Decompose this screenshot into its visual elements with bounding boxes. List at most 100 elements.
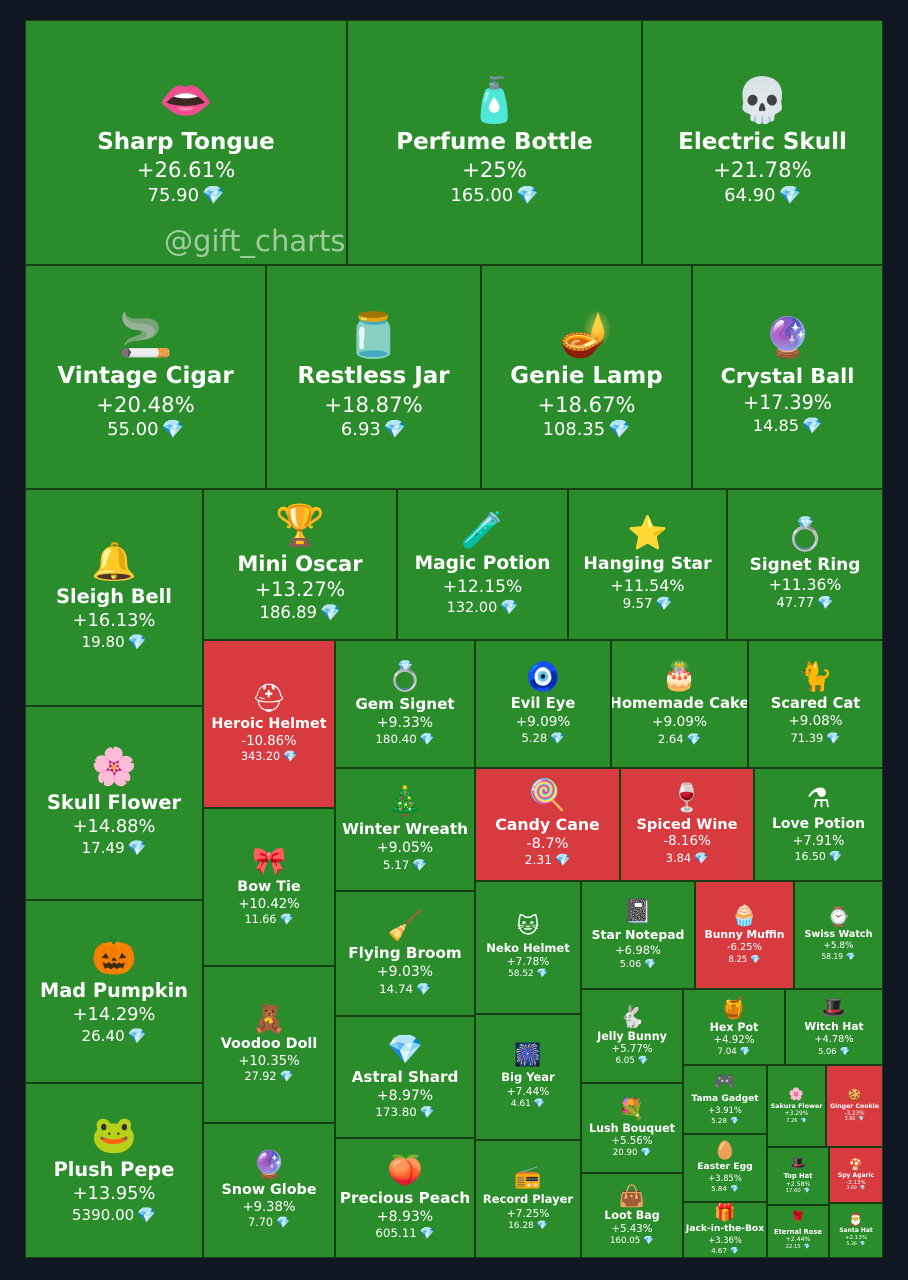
tile-witch-hat[interactable]: 🎩 Witch Hat +4.78% 5.06 💎 <box>785 989 883 1065</box>
tile-mad-pumpkin[interactable]: 🎃 Mad Pumpkin +14.29% 26.40 💎 <box>25 900 203 1083</box>
tile-spiced-wine[interactable]: 🍷 Spiced Wine -8.16% 3.84 💎 <box>620 768 754 881</box>
diamond-icon: 💎 <box>536 1220 548 1231</box>
tile-hex-pot[interactable]: 🍯 Hex Pot +4.92% 7.04 💎 <box>683 989 785 1065</box>
santa-hat-icon: 🎅 <box>848 1212 864 1227</box>
price-value: 20.90 <box>612 1148 638 1159</box>
tile-eternal-rose[interactable]: 🌹 Eternal Rose +2.44% 22.15 💎 <box>767 1205 829 1258</box>
tile-evil-eye[interactable]: 🧿 Evil Eye +9.09% 5.28 💎 <box>475 640 611 768</box>
tile-record-player[interactable]: 📻 Record Player +7.25% 16.28 💎 <box>475 1140 581 1258</box>
tile-change: -6.25% <box>727 942 762 954</box>
price-value: 2.31 <box>524 853 553 868</box>
diamond-icon: 💎 <box>500 599 519 616</box>
tile-change: +10.35% <box>238 1054 300 1070</box>
tile-vintage-cigar[interactable]: 🚬 Vintage Cigar +20.48% 55.00 💎 <box>25 265 266 489</box>
tile-genie-lamp[interactable]: 🪔 Genie Lamp +18.67% 108.35 💎 <box>481 265 692 489</box>
price-value: 5.17 <box>382 857 410 872</box>
egg-icon: 🥚 <box>714 1140 736 1161</box>
tile-bunny-muffin[interactable]: 🧁 Bunny Muffin -6.25% 8.25 💎 <box>695 881 794 989</box>
tile-jack-in-the-box[interactable]: 🎁 Jack-in-the-Box +3.36% 4.67 💎 <box>683 1202 767 1258</box>
tile-heroic-helmet[interactable]: ⛑ Heroic Helmet -10.86% 343.20 💎 <box>203 640 335 808</box>
tile-bow-tie[interactable]: 🎀 Bow Tie +10.42% 11.66 💎 <box>203 808 335 966</box>
tile-magic-potion[interactable]: 🧪 Magic Potion +12.15% 132.00 💎 <box>397 489 568 640</box>
pumpkin-icon: 🎃 <box>91 933 137 977</box>
tile-name: Winter Wreath <box>342 820 468 839</box>
tile-change: -8.16% <box>663 834 711 850</box>
tile-sleigh-bell[interactable]: 🔔 Sleigh Bell +16.13% 19.80 💎 <box>25 489 203 706</box>
tile-plush-pepe[interactable]: 🐸 Plush Pepe +13.95% 5390.00 💎 <box>25 1083 203 1258</box>
neko-helmet-icon: 🐱 <box>516 913 540 939</box>
tile-tama-gadget[interactable]: 🎮 Tama Gadget +3.91% 5.28 💎 <box>683 1065 767 1134</box>
tile-signet-ring[interactable]: 💍 Signet Ring +11.36% 47.77 💎 <box>727 489 883 640</box>
tile-snow-globe[interactable]: 🔮 Snow Globe +9.38% 7.70 💎 <box>203 1123 335 1258</box>
tile-electric-skull[interactable]: 💀 Electric Skull +21.78% 64.90 💎 <box>642 20 883 265</box>
diamond-icon: 💎 <box>640 1148 652 1159</box>
gem-ring-icon: 💍 <box>387 658 423 693</box>
tile-name: Record Player <box>482 1192 574 1207</box>
tile-price: 132.00 💎 <box>447 599 519 616</box>
tile-change: +7.25% <box>506 1207 550 1220</box>
tile-easter-egg[interactable]: 🥚 Easter Egg +3.85% 5.84 💎 <box>683 1134 767 1202</box>
flower-icon: 🌸 <box>91 745 137 789</box>
tile-change: +3.29% <box>784 1110 809 1117</box>
tile-star-notepad[interactable]: 📓 Star Notepad +6.98% 5.06 💎 <box>581 881 695 989</box>
tile-lush-bouquet[interactable]: 💐 Lush Bouquet +5.56% 20.90 💎 <box>581 1083 683 1173</box>
tile-sakura-flower[interactable]: 🌸 Sakura Flower +3.29% 7.26 💎 <box>767 1065 826 1147</box>
tile-name: Heroic Helmet <box>211 715 327 732</box>
tile-top-hat[interactable]: 🎩 Top Hat +2.58% 17.60 💎 <box>767 1147 829 1205</box>
tile-swiss-watch[interactable]: ⌚ Swiss Watch +5.8% 58.19 💎 <box>794 881 883 989</box>
diamond-icon: 💎 <box>127 838 147 857</box>
tile-santa-hat[interactable]: 🎅 Santa Hat +2.13% 5.36 💎 <box>829 1203 883 1258</box>
tile-loot-bag[interactable]: 👜 Loot Bag +5.43% 160.05 💎 <box>581 1173 683 1258</box>
price-value: 5390.00 <box>71 1206 135 1225</box>
tile-astral-shard[interactable]: 💎 Astral Shard +8.97% 173.80 💎 <box>335 1016 475 1138</box>
tile-ginger-cookie[interactable]: 🍪 Ginger Cookie -3.23% 3.60 💎 <box>826 1065 883 1147</box>
tile-candy-cane[interactable]: 🍭 Candy Cane -8.7% 2.31 💎 <box>475 768 620 881</box>
tile-voodoo-doll[interactable]: 🧸 Voodoo Doll +10.35% 27.92 💎 <box>203 966 335 1123</box>
cake-icon: 🎂 <box>661 659 698 693</box>
tile-homemade-cake[interactable]: 🎂 Homemade Cake +9.09% 2.64 💎 <box>611 640 748 768</box>
tile-change: -10.86% <box>241 733 297 749</box>
tile-name: Flying Broom <box>348 944 462 963</box>
tile-big-year[interactable]: 🎆 Big Year +7.44% 4.61 💎 <box>475 1014 581 1140</box>
tile-change: +8.97% <box>376 1087 434 1104</box>
tile-name: Sharp Tongue <box>97 128 275 155</box>
price-value: 22.15 <box>785 1243 801 1250</box>
tile-restless-jar[interactable]: 🫙 Restless Jar +18.87% 6.93 💎 <box>266 265 481 489</box>
tile-change: +25% <box>462 157 527 183</box>
tile-scared-cat[interactable]: 🐈 Scared Cat +9.08% 71.39 💎 <box>748 640 883 768</box>
tile-price: 165.00 💎 <box>450 185 538 206</box>
tile-jelly-bunny[interactable]: 🐇 Jelly Bunny +5.77% 6.05 💎 <box>581 989 683 1083</box>
tile-price: 3.60 💎 <box>846 1186 865 1191</box>
tile-precious-peach[interactable]: 🍑 Precious Peach +8.93% 605.11 💎 <box>335 1138 475 1258</box>
mushroom-icon: 🍄 <box>848 1156 864 1171</box>
tile-love-potion[interactable]: ⚗ Love Potion +7.91% 16.50 💎 <box>754 768 883 881</box>
price-value: 5.06 <box>818 1046 837 1057</box>
tile-crystal-ball[interactable]: 🔮 Crystal Ball +17.39% 14.85 💎 <box>692 265 883 489</box>
tile-change: +9.38% <box>242 1200 296 1216</box>
tile-gem-signet[interactable]: 💍 Gem Signet +9.33% 180.40 💎 <box>335 640 475 768</box>
tile-price: 186.89 💎 <box>260 603 341 623</box>
tile-price: 4.67 💎 <box>711 1246 739 1255</box>
cat-icon: 🐈 <box>798 660 833 694</box>
price-value: 11.66 <box>244 912 277 926</box>
star-icon: ⭐ <box>627 513 668 552</box>
price-value: 7.26 <box>786 1117 798 1124</box>
tile-price: 160.05 💎 <box>610 1236 654 1246</box>
tile-change: -2.13% <box>846 1179 866 1186</box>
tile-flying-broom[interactable]: 🧹 Flying Broom +9.03% 14.74 💎 <box>335 891 475 1016</box>
diamond-icon: 💎 <box>637 1056 649 1067</box>
tile-winter-wreath[interactable]: 🎄 Winter Wreath +9.05% 5.17 💎 <box>335 768 475 891</box>
tile-mini-oscar[interactable]: 🏆 Mini Oscar +13.27% 186.89 💎 <box>203 489 397 640</box>
tile-neko-helmet[interactable]: 🐱 Neko Helmet +7.78% 58.52 💎 <box>475 881 581 1014</box>
tile-name: Big Year <box>501 1070 555 1085</box>
candy-icon: 🍭 <box>528 777 567 813</box>
tile-sharp-tongue[interactable]: 👄 Sharp Tongue +26.61% 75.90 💎 <box>25 20 347 265</box>
tile-name: Genie Lamp <box>510 363 663 390</box>
tile-change: +26.61% <box>136 157 236 183</box>
price-value: 132.00 <box>446 599 498 616</box>
tile-spy-agaric[interactable]: 🍄 Spy Agaric -2.13% 3.60 💎 <box>829 1147 883 1203</box>
diamond-icon: 💎 <box>655 596 673 613</box>
tile-hanging-star[interactable]: ⭐ Hanging Star +11.54% 9.57 💎 <box>568 489 727 640</box>
tile-skull-flower[interactable]: 🌸 Skull Flower +14.88% 17.49 💎 <box>25 706 203 900</box>
tile-perfume-bottle[interactable]: 🧴 Perfume Bottle +25% 165.00 💎 <box>347 20 642 265</box>
